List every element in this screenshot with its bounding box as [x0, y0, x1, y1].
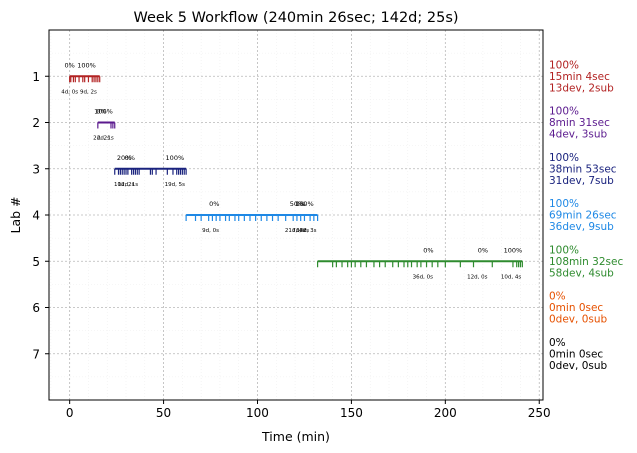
lab-3-summary-line: 100% [549, 152, 579, 164]
lab-1-summary-line: 13dev, 2sub [549, 82, 614, 94]
lab-3-progress-label: 0% [125, 154, 135, 162]
lab-2-summary-line: 4dev, 3sub [549, 129, 608, 141]
lab-3-progress-label: 100% [166, 154, 185, 162]
x-tick-label: 0 [66, 406, 74, 420]
y-tick-label: 4 [32, 209, 40, 223]
lab-2-progress-label: 100% [94, 108, 113, 116]
lab-4-progress-label: 0% [209, 200, 219, 208]
lab-5-progress-label: 0% [478, 246, 488, 254]
lab-3-summary-line: 38min 53sec [549, 163, 617, 175]
lab-4-summary-line: 69min 26sec [549, 210, 617, 222]
lab-4-event-label: 9d, 0s [202, 228, 219, 234]
lab-7-summary-line: 0dev, 0sub [549, 360, 608, 372]
lab-2-summary-line: 8min 31sec [549, 117, 610, 129]
lab-5-summary-line: 58dev, 4sub [549, 267, 614, 279]
chart-title: Week 5 Workflow (240min 26sec; 142d; 25s… [133, 10, 458, 26]
grid [49, 30, 543, 400]
lab-1-progress-label: 100% [77, 61, 96, 69]
y-tick-label: 1 [32, 70, 40, 84]
lab-5-progress-label: 0% [423, 246, 433, 254]
lab-5-event-label: 36d, 0s [413, 274, 433, 280]
y-tick-label: 2 [32, 116, 40, 130]
lab-6-summary-line: 0% [549, 291, 566, 303]
x-tick-label: 50 [156, 406, 171, 420]
lab-1-event-label: 4d, 0s [61, 89, 78, 95]
lab-2-event-label: 2d, 1s [97, 136, 114, 142]
lab-1-progress-label: 0% [65, 61, 75, 69]
lab-4-event-label: 21d, 4s [285, 228, 305, 234]
x-axis-label: Time (min) [261, 429, 330, 444]
x-tick-label: 150 [340, 406, 363, 420]
lab-1-event-label: 9d, 2s [80, 89, 97, 95]
lab-3-event-label: 12d, 1s [118, 182, 138, 188]
x-tick-label: 250 [528, 406, 551, 420]
lab-7-summary-line: 0% [549, 337, 566, 349]
y-axis-label: Lab # [8, 196, 23, 233]
lab-5-summary-line: 108min 32sec [549, 256, 623, 268]
x-tick-label: 100 [246, 406, 269, 420]
axes: 0 50 100 150 200 250 1 2 3 4 5 6 7 [32, 70, 550, 420]
lab-4-event-label: 18d, 3s [296, 228, 316, 234]
lab-2-summary-line: 100% [549, 106, 579, 118]
lab-3-summary-line: 31dev, 7sub [549, 175, 614, 187]
lab-7-summary-line: 0min 0sec [549, 348, 603, 360]
y-tick-label: 5 [32, 255, 40, 269]
lab-4-progress-label: 100% [295, 200, 314, 208]
y-tick-label: 6 [32, 301, 40, 315]
lab-4-summary-line: 100% [549, 198, 579, 210]
lab-6-summary-line: 0dev, 0sub [549, 314, 608, 326]
lab-2-progress-label: 0% [96, 108, 106, 116]
lab-1-summary-line: 100% [549, 59, 579, 71]
lab-6-summary-line: 0min 0sec [549, 302, 603, 314]
lab-3-event-label: 10d, 2s [114, 182, 134, 188]
lab-4-progress-label: 50% [290, 200, 304, 208]
lab-4-progress-label: 0% [296, 200, 306, 208]
lab-1-summary-line: 15min 4sec [549, 71, 610, 83]
lab-5-progress-label: 100% [504, 246, 523, 254]
lab-4-event-label: 7d, 2s [292, 228, 309, 234]
x-tick-label: 200 [434, 406, 457, 420]
lab-2-event-label: 2d, 2s [93, 136, 110, 142]
lab-3-progress-label: 20% [117, 154, 131, 162]
lab-3-event-label: 19d, 5s [165, 182, 185, 188]
lab-4-summary-line: 36dev, 9sub [549, 221, 614, 233]
lab-5-summary-line: 100% [549, 244, 579, 256]
y-tick-label: 7 [32, 347, 40, 361]
y-tick-label: 3 [32, 162, 40, 176]
lab-5-event-label: 10d, 4s [501, 274, 521, 280]
lab-5-event-label: 12d, 0s [467, 274, 487, 280]
